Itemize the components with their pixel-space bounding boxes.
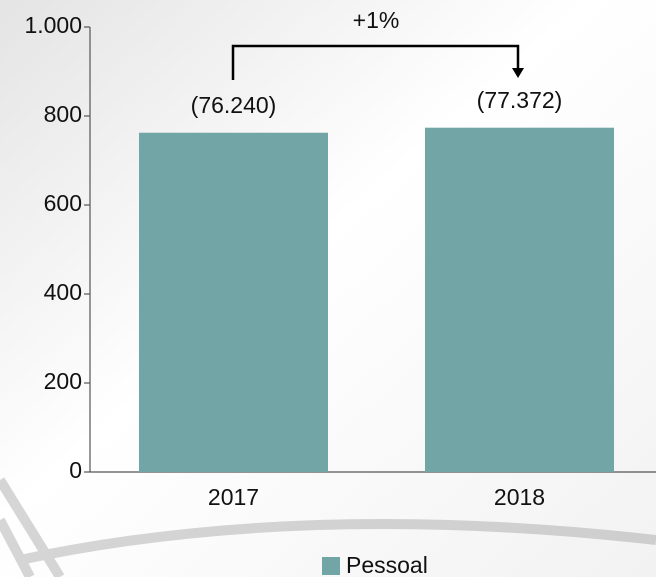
value-label: (76.240) xyxy=(191,92,277,118)
y-tick-label: 200 xyxy=(44,368,82,394)
legend-label: Pessoal xyxy=(346,552,428,577)
change-annotation: +1% xyxy=(353,7,400,33)
bar xyxy=(425,127,614,472)
value-label: (77.372) xyxy=(477,87,563,113)
y-tick-label: 600 xyxy=(44,190,82,216)
y-tick-label: 1.000 xyxy=(24,12,82,38)
change-arrow xyxy=(512,68,524,78)
x-tick-label: 2017 xyxy=(208,484,259,510)
legend-swatch xyxy=(322,557,340,575)
background-decoration xyxy=(0,477,656,577)
x-tick-label: 2018 xyxy=(494,484,545,510)
bar xyxy=(139,132,328,472)
y-tick-label: 400 xyxy=(44,279,82,305)
y-tick-label: 800 xyxy=(44,101,82,127)
change-bracket xyxy=(231,44,520,80)
y-tick-label: 0 xyxy=(69,457,82,483)
plot-area: +1% xyxy=(89,7,656,473)
